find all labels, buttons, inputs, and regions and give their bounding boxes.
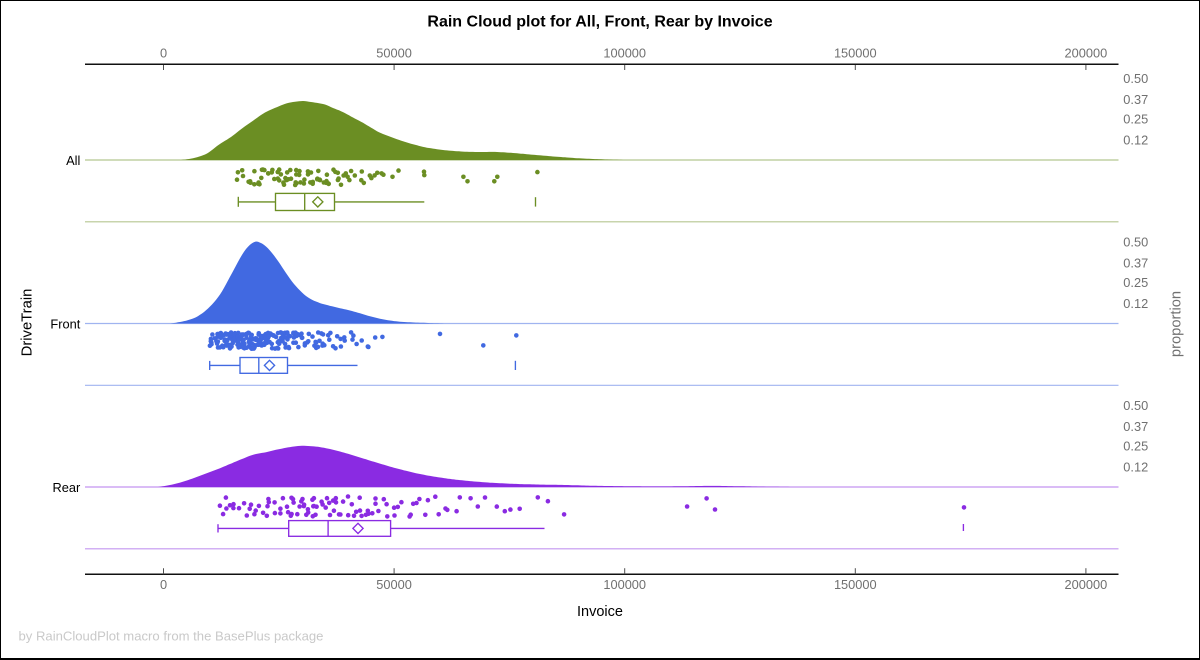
svg-text:0.12: 0.12 — [1123, 296, 1148, 311]
svg-text:0.50: 0.50 — [1123, 234, 1148, 249]
svg-text:0.37: 0.37 — [1123, 92, 1148, 107]
svg-text:0.37: 0.37 — [1123, 256, 1148, 271]
svg-text:0.25: 0.25 — [1123, 111, 1148, 126]
svg-text:by RainCloudPlot macro from th: by RainCloudPlot macro from the BasePlus… — [19, 629, 324, 644]
svg-text:200000: 200000 — [1065, 46, 1108, 61]
svg-text:150000: 150000 — [834, 46, 877, 61]
svg-text:0.12: 0.12 — [1123, 460, 1148, 475]
svg-text:100000: 100000 — [603, 577, 646, 592]
svg-text:0.12: 0.12 — [1123, 133, 1148, 148]
svg-text:DriveTrain: DriveTrain — [20, 289, 36, 357]
svg-text:200000: 200000 — [1065, 577, 1108, 592]
svg-text:0.37: 0.37 — [1123, 419, 1148, 434]
svg-text:0.25: 0.25 — [1123, 275, 1148, 290]
svg-text:All: All — [66, 153, 80, 168]
svg-text:0.25: 0.25 — [1123, 438, 1148, 453]
svg-text:Rain Cloud plot for All, Front: Rain Cloud plot for All, Front, Rear by … — [427, 14, 772, 31]
svg-text:0: 0 — [160, 46, 167, 61]
svg-text:100000: 100000 — [603, 46, 646, 61]
svg-text:50000: 50000 — [376, 577, 412, 592]
svg-text:50000: 50000 — [376, 46, 412, 61]
svg-text:0.50: 0.50 — [1123, 71, 1148, 86]
svg-text:Front: Front — [50, 316, 80, 331]
svg-text:150000: 150000 — [834, 577, 877, 592]
svg-text:Rear: Rear — [53, 480, 81, 495]
svg-text:0.50: 0.50 — [1123, 398, 1148, 413]
svg-text:Invoice: Invoice — [577, 604, 623, 620]
svg-text:0: 0 — [160, 577, 167, 592]
svg-text:proportion: proportion — [1169, 291, 1185, 357]
